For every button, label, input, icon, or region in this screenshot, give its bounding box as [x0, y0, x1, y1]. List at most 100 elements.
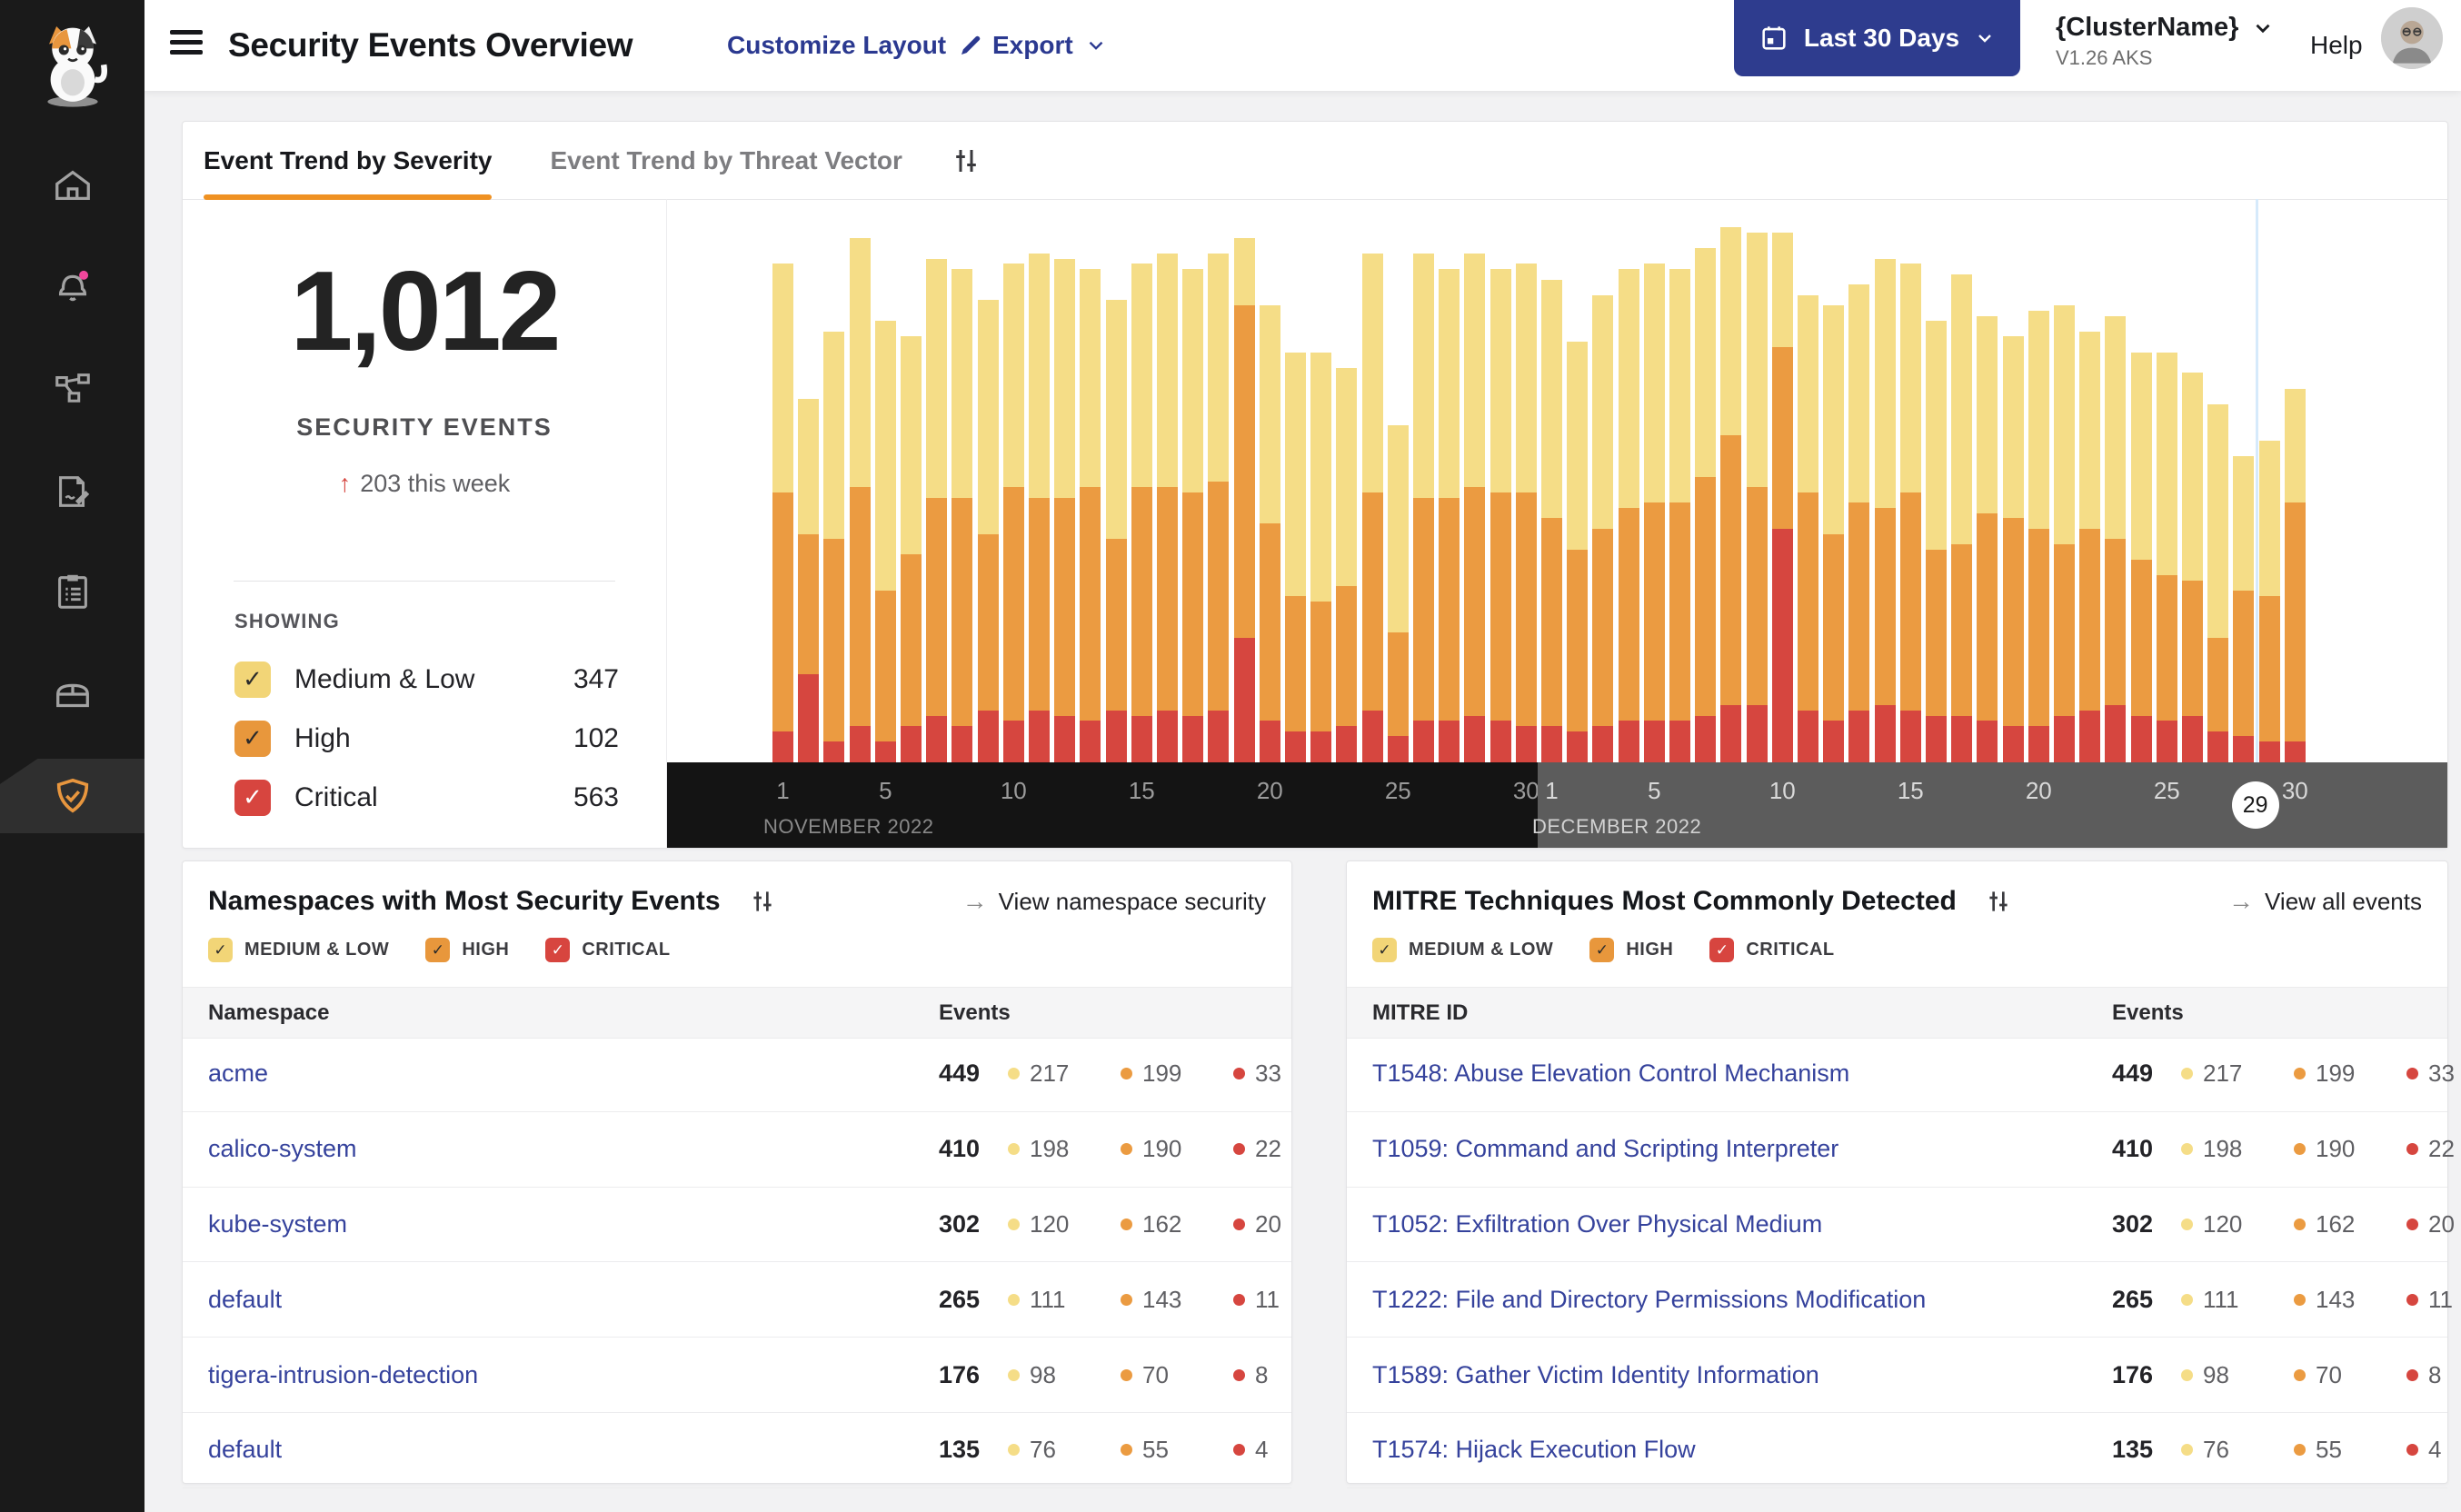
- filter-chip-critical[interactable]: ✓ CRITICAL: [545, 938, 670, 962]
- stacked-bar[interactable]: [1798, 294, 1818, 762]
- calico-cat-logo[interactable]: [25, 15, 120, 107]
- stacked-bar[interactable]: [2079, 331, 2101, 762]
- sidebar-item-service-graph[interactable]: [0, 352, 144, 426]
- stacked-bar[interactable]: [1848, 284, 1870, 762]
- stacked-bar[interactable]: [823, 331, 845, 762]
- current-day-marker[interactable]: 29: [2231, 781, 2279, 829]
- stacked-bar[interactable]: [2233, 455, 2255, 762]
- row-link[interactable]: T1548: Abuse Elevation Control Mechanism: [1372, 1059, 1850, 1088]
- stacked-bar[interactable]: [2284, 388, 2306, 762]
- stacked-bar[interactable]: [1285, 352, 1306, 762]
- checked-checkbox[interactable]: ✓: [208, 938, 233, 962]
- checked-checkbox[interactable]: ✓: [1709, 938, 1735, 962]
- stacked-bar[interactable]: [2054, 305, 2075, 762]
- stacked-bar[interactable]: [2130, 352, 2152, 762]
- stacked-bar[interactable]: [1105, 300, 1127, 762]
- stacked-bar[interactable]: [1643, 264, 1665, 762]
- severity-toggle-high[interactable]: ✓ High 102: [234, 709, 619, 768]
- stacked-bar[interactable]: [1310, 352, 1332, 762]
- sidebar-item-workloads[interactable]: [0, 657, 144, 731]
- stacked-bar[interactable]: [1131, 264, 1152, 762]
- stacked-bar[interactable]: [1490, 269, 1511, 762]
- stacked-bar[interactable]: [874, 321, 896, 762]
- sidebar-item-compliance[interactable]: [0, 554, 144, 629]
- stacked-bar[interactable]: [1054, 258, 1076, 762]
- stacked-bar[interactable]: [2028, 310, 2049, 762]
- checked-checkbox[interactable]: ✓: [1589, 938, 1615, 962]
- stacked-bar[interactable]: [977, 300, 999, 762]
- export-button[interactable]: Export: [992, 0, 1108, 91]
- filter-chip-high[interactable]: ✓ HIGH: [1589, 938, 1673, 962]
- stacked-bar[interactable]: [772, 264, 793, 762]
- stacked-bar[interactable]: [1157, 254, 1178, 762]
- stacked-bar[interactable]: [1464, 254, 1486, 762]
- checked-checkbox[interactable]: ✓: [425, 938, 451, 962]
- hamburger-menu-icon[interactable]: [170, 30, 203, 59]
- stacked-bar[interactable]: [2207, 403, 2229, 762]
- sidebar-item-home[interactable]: [0, 148, 144, 223]
- row-link[interactable]: kube-system: [208, 1209, 348, 1238]
- stacked-bar[interactable]: [1567, 342, 1589, 762]
- row-link[interactable]: tigera-intrusion-detection: [208, 1360, 479, 1388]
- stacked-bar[interactable]: [1259, 305, 1280, 762]
- stacked-bar[interactable]: [1926, 321, 1947, 762]
- user-avatar[interactable]: [2381, 7, 2443, 69]
- stacked-bar[interactable]: [1874, 258, 1896, 762]
- stacked-bar[interactable]: [2105, 315, 2127, 762]
- stacked-bar[interactable]: [1977, 315, 1998, 762]
- row-link[interactable]: acme: [208, 1059, 269, 1088]
- stacked-bar[interactable]: [1387, 424, 1409, 762]
- stacked-bar[interactable]: [1336, 367, 1358, 762]
- sidebar-item-threat-defense[interactable]: [0, 759, 144, 833]
- stacked-bar[interactable]: [1413, 254, 1434, 762]
- filter-chip-critical[interactable]: ✓ CRITICAL: [1709, 938, 1834, 962]
- checked-checkbox[interactable]: ✓: [234, 661, 271, 698]
- mitre-filter-button[interactable]: [1984, 887, 2013, 916]
- row-link[interactable]: default: [208, 1436, 283, 1464]
- stacked-bar[interactable]: [1618, 269, 1639, 762]
- severity-toggle-critical[interactable]: ✓ Critical 563: [234, 768, 619, 827]
- view-namespace-security-link[interactable]: → View namespace security: [961, 887, 1266, 915]
- stacked-bar[interactable]: [2258, 440, 2280, 762]
- stacked-bar[interactable]: [1029, 254, 1050, 762]
- row-link[interactable]: T1589: Gather Victim Identity Informatio…: [1372, 1360, 1819, 1388]
- cluster-selector[interactable]: {ClusterName} V1.26 AKS: [2056, 13, 2275, 70]
- namespaces-filter-button[interactable]: [748, 887, 777, 916]
- checked-checkbox[interactable]: ✓: [234, 720, 271, 757]
- customize-layout-link[interactable]: Customize Layout: [727, 0, 984, 91]
- stacked-bar[interactable]: [1669, 269, 1690, 762]
- row-link[interactable]: T1574: Hijack Execution Flow: [1372, 1436, 1696, 1464]
- stacked-bar[interactable]: [1720, 227, 1742, 762]
- stacked-bar[interactable]: [952, 269, 973, 762]
- stacked-bar[interactable]: [901, 336, 922, 762]
- stacked-bar[interactable]: [1951, 274, 1973, 762]
- filter-chip-medium-low[interactable]: ✓ MEDIUM & LOW: [208, 938, 389, 962]
- stacked-bar[interactable]: [1515, 264, 1537, 762]
- row-link[interactable]: T1052: Exfiltration Over Physical Medium: [1372, 1209, 1823, 1238]
- stacked-bar[interactable]: [1541, 279, 1562, 762]
- trend-filter-button[interactable]: [950, 144, 982, 177]
- stacked-bar[interactable]: [798, 399, 820, 762]
- filter-chip-medium-low[interactable]: ✓ MEDIUM & LOW: [1372, 938, 1553, 962]
- row-link[interactable]: T1222: File and Directory Permissions Mo…: [1372, 1285, 1927, 1313]
- help-link[interactable]: Help: [2310, 31, 2363, 59]
- stacked-bar[interactable]: [2002, 336, 2024, 762]
- checked-checkbox[interactable]: ✓: [1372, 938, 1397, 962]
- tab-event-trend-by-threat-vector[interactable]: Event Trend by Threat Vector: [550, 145, 902, 174]
- filter-chip-high[interactable]: ✓ HIGH: [425, 938, 509, 962]
- view-all-events-link[interactable]: → View all events: [2228, 887, 2422, 915]
- stacked-bar[interactable]: [1080, 269, 1101, 762]
- stacked-bar[interactable]: [1439, 269, 1460, 762]
- stacked-bar[interactable]: [1361, 254, 1383, 762]
- stacked-bar[interactable]: [1695, 248, 1717, 762]
- checked-checkbox[interactable]: ✓: [545, 938, 571, 962]
- stacked-bar[interactable]: [2156, 352, 2177, 762]
- severity-toggle-medium-low[interactable]: ✓ Medium & Low 347: [234, 650, 619, 709]
- date-range-button[interactable]: Last 30 Days: [1734, 0, 2020, 76]
- stacked-bar[interactable]: [1823, 305, 1845, 762]
- sidebar-item-policies[interactable]: [0, 454, 144, 529]
- stacked-bar[interactable]: [1182, 269, 1204, 762]
- stacked-bar[interactable]: [1746, 233, 1768, 762]
- stacked-bar[interactable]: [926, 258, 948, 762]
- stacked-bar[interactable]: [1208, 254, 1230, 762]
